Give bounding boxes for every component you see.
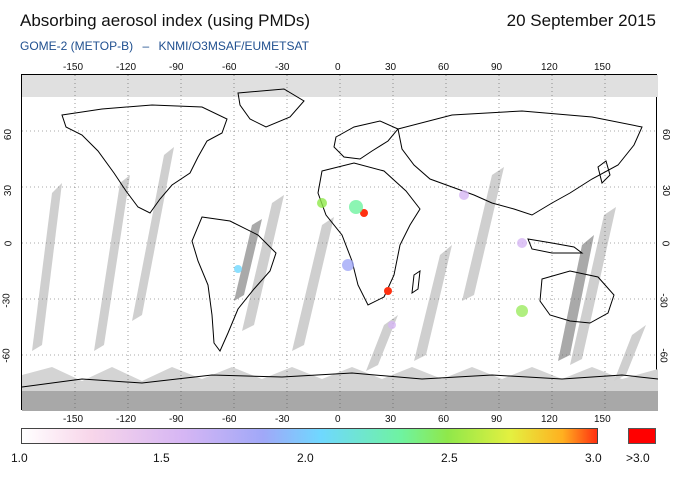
aerosol-low-spot	[234, 265, 242, 273]
lon-tick-top: 60	[438, 62, 450, 73]
instrument-label: GOME-2 (METOP-B)	[20, 39, 134, 53]
colorbar-label: 3.0	[585, 451, 602, 465]
lat-tick-right: 60	[660, 128, 672, 141]
aerosol-map	[21, 74, 658, 411]
lon-tick-bottom: 120	[541, 414, 558, 425]
map-date: 20 September 2015	[506, 11, 656, 30]
aerosol-medium-spot	[349, 200, 363, 214]
indonesia-outline	[527, 238, 584, 254]
aerosol-low-spot	[517, 238, 527, 248]
colorbar-overflow-label: >3.0	[626, 451, 650, 465]
south-america-outline	[191, 216, 277, 352]
lon-tick-top: 120	[541, 62, 558, 73]
lon-tick-bottom: 30	[385, 414, 397, 425]
lat-tick-right: -30	[657, 293, 669, 308]
orbit-gap	[414, 245, 452, 361]
aerosol-low-spot	[459, 190, 469, 200]
lon-tick-bottom: -60	[222, 414, 237, 425]
asia-outline	[397, 110, 643, 216]
colorbar-overflow-box	[628, 428, 656, 444]
lon-tick-bottom: -120	[116, 414, 137, 425]
japan-outline	[597, 160, 611, 184]
antarctica-outline	[22, 372, 658, 388]
colorbar-label: 2.0	[297, 451, 314, 465]
aerosol-high-spot	[360, 209, 368, 217]
lon-tick-bottom: -90	[169, 414, 184, 425]
orbit-gap	[94, 175, 130, 351]
aerosol-patches	[234, 190, 528, 329]
lon-tick-bottom: 90	[491, 414, 503, 425]
orbit-gap	[614, 325, 646, 381]
map-title: Absorbing aerosol index (using PMDs)	[20, 11, 311, 30]
lat-tick-right: 30	[660, 184, 672, 197]
lon-tick-top: -30	[275, 62, 290, 73]
map-subtitle: GOME-2 (METOP-B) – KNMI/O3MSAF/EUMETSAT	[20, 39, 315, 53]
lon-tick-top: -90	[169, 62, 184, 73]
lat-tick-left: -60	[1, 348, 13, 363]
lat-tick-left: 0	[3, 240, 15, 247]
north-america-outline	[61, 104, 228, 214]
orbit-gap	[366, 315, 398, 371]
darker-gaps	[234, 219, 594, 361]
aerosol-medium-spot	[516, 305, 528, 317]
orbit-gap-dark	[234, 219, 262, 301]
lon-tick-bottom: -150	[63, 414, 84, 425]
lon-tick-bottom: 60	[438, 414, 450, 425]
lon-tick-top: -120	[116, 62, 137, 73]
colorbar-label: 2.5	[441, 451, 458, 465]
lon-tick-top: -150	[63, 62, 84, 73]
lat-tick-right: 0	[659, 240, 671, 247]
lon-tick-bottom: 150	[594, 414, 611, 425]
orbit-gap	[32, 183, 62, 351]
lat-tick-left: 60	[3, 128, 15, 141]
australia-outline	[539, 270, 615, 324]
lon-tick-bottom: -30	[275, 414, 290, 425]
orbit-gap	[462, 167, 504, 301]
source-label: KNMI/O3MSAF/EUMETSAT	[158, 39, 309, 53]
orbit-gap-dark	[558, 235, 594, 361]
orbit-gap	[132, 147, 174, 321]
aerosol-medium-spot	[342, 259, 354, 271]
separator-label: –	[142, 39, 150, 53]
madagascar-outline	[411, 269, 421, 295]
orbit-gap	[242, 195, 284, 331]
lon-tick-top: 90	[491, 62, 503, 73]
aerosol-low-spot	[388, 321, 396, 329]
lon-tick-bottom: 0	[335, 414, 341, 425]
lat-tick-left: 30	[3, 184, 15, 197]
greenland-outline	[237, 88, 305, 128]
orbit-gaps	[32, 147, 646, 381]
lat-tick-right: -60	[657, 348, 669, 363]
graticule	[22, 75, 658, 411]
coastlines	[22, 88, 658, 388]
orbit-gap	[570, 207, 616, 365]
aerosol-medium-spot	[317, 198, 327, 208]
lon-tick-top: 0	[335, 62, 341, 73]
lat-tick-left: -30	[1, 293, 13, 308]
lon-tick-top: 30	[385, 62, 397, 73]
colorbar-label: 1.0	[11, 451, 28, 465]
lon-tick-top: 150	[594, 62, 611, 73]
aerosol-high-spot	[384, 287, 392, 295]
europe-outline	[333, 120, 399, 160]
orbit-gap	[292, 217, 334, 351]
map-canvas	[22, 75, 658, 411]
lon-tick-top: -60	[222, 62, 237, 73]
arctic-no-data	[22, 75, 658, 97]
colorbar-label: 1.5	[153, 451, 170, 465]
colorbar	[21, 428, 598, 444]
africa-outline	[317, 162, 421, 306]
